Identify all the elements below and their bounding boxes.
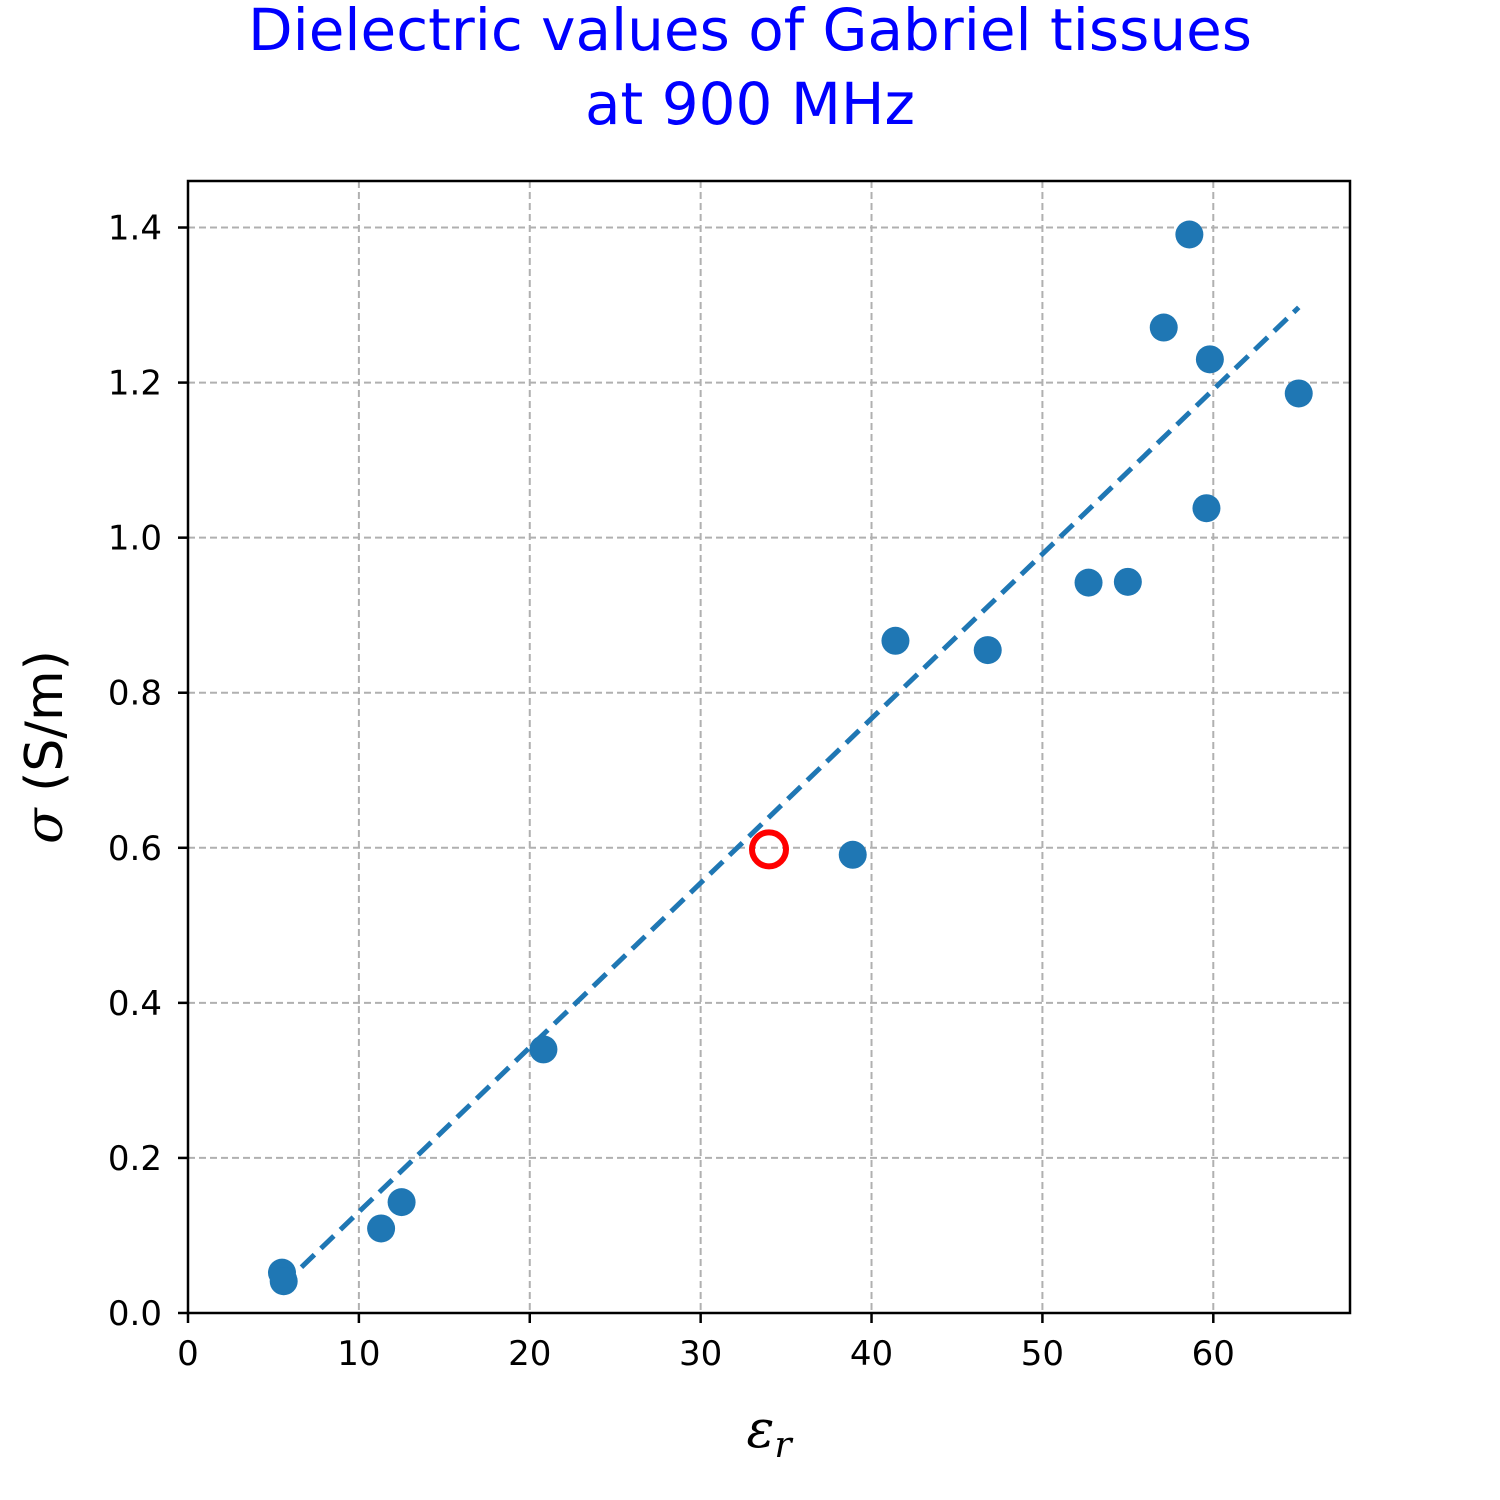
grid-lines [188,181,1350,1313]
x-axis-label-symbol: ε [746,1400,774,1460]
y-tick-label: 1.2 [108,364,162,404]
y-tick-label: 0.6 [108,829,162,869]
y-axis-label: σ (S/m) [15,650,75,844]
x-axis-label-subscript: r [774,1425,793,1466]
y-axis-label-symbol: σ [15,807,75,844]
x-tick-label: 0 [177,1334,199,1374]
data-point [838,840,867,869]
y-tick-label: 1.0 [108,519,162,559]
data-point [1192,494,1221,523]
data-point [973,636,1002,665]
x-tick-label: 10 [337,1334,380,1374]
data-point [881,626,910,655]
plot-frame [186,179,1352,1315]
fit-line-layer [280,305,1301,1288]
chart-title-line-1: Dielectric values of Gabriel tissues [248,0,1252,64]
data-point [1284,379,1313,408]
data-point [269,1267,298,1296]
data-point [367,1214,396,1243]
y-tick-label: 0.0 [108,1294,162,1334]
y-axis-label-unit: (S/m) [15,650,75,808]
fit-line [280,305,1301,1288]
data-point [1074,568,1103,597]
x-tick-label: 60 [1192,1334,1235,1374]
data-point [387,1188,416,1217]
data-points [267,220,1313,1296]
y-axis-ticks: 0.0 0.2 0.4 0.6 0.8 1.0 1.2 1.4 [108,209,188,1334]
data-point [1195,345,1224,374]
data-point [529,1035,558,1064]
y-tick-label: 0.8 [108,674,162,714]
x-tick-label: 20 [508,1334,551,1374]
y-tick-label: 0.4 [108,984,162,1024]
data-point [1149,313,1178,342]
x-axis-ticks: 0 10 20 30 40 50 60 [177,1313,1235,1374]
chart-title-line-2: at 900 MHz [585,70,915,138]
x-tick-label: 30 [679,1334,722,1374]
y-tick-label: 1.4 [108,209,162,249]
x-axis-label: εr [746,1400,793,1466]
x-tick-label: 50 [1021,1334,1064,1374]
highlight-layer [749,829,789,870]
data-point [1175,220,1204,249]
data-point [1113,567,1142,596]
highlight-point [749,829,789,870]
y-tick-label: 0.2 [108,1139,162,1179]
x-tick-label: 40 [850,1334,893,1374]
